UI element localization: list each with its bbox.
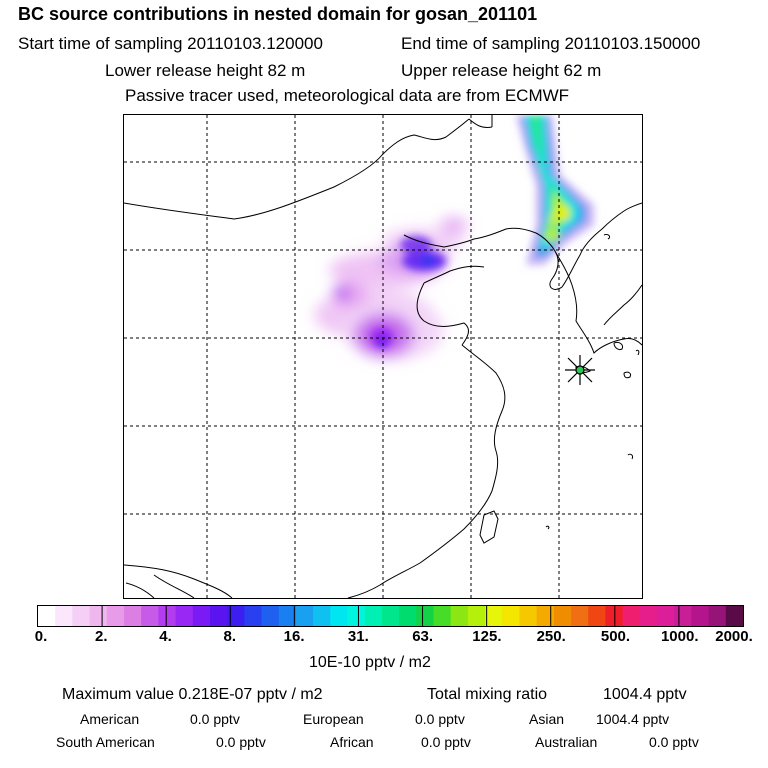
region-australian-name: Australian — [535, 734, 598, 750]
lower-release-label: Lower release height 82 m — [105, 61, 306, 80]
colorbar-tick-label: 8. — [223, 628, 237, 645]
colorbar-tick-label: 4. — [159, 628, 172, 645]
colorbar-segment — [416, 606, 434, 626]
colorbar-segment — [72, 606, 91, 626]
end-time-label: End time of sampling 20110103.150000 — [401, 34, 701, 53]
colorbar-segment — [141, 606, 159, 626]
colorbar-tick-label: 16. — [283, 628, 305, 645]
colorbar-tick-label: 0. — [34, 628, 48, 645]
colorbar-tick-label: 1000. — [660, 628, 699, 645]
colorbar-segment — [502, 606, 520, 626]
colorbar-segment — [399, 606, 417, 626]
colorbar — [37, 605, 744, 627]
colorbar-tick-label: 31. — [347, 628, 369, 645]
colorbar-segment — [330, 606, 349, 626]
colorbar-segment — [364, 606, 383, 626]
region-american-value: 0.0 pptv — [190, 711, 240, 727]
colorbar-segment — [123, 606, 142, 626]
region-asian-value: 1004.4 pptv — [596, 711, 670, 727]
start-time-label: Start time of sampling 20110103.120000 — [18, 34, 323, 53]
colorbar-segment — [106, 606, 125, 626]
colorbar-tick-label: 125. — [472, 628, 502, 645]
colorbar-segment — [244, 606, 263, 626]
region-asian-name: Asian — [529, 711, 565, 727]
upper-release-label: Upper release height 62 m — [401, 61, 602, 80]
receptor-marker — [565, 355, 595, 385]
region-african-name: African — [330, 734, 374, 750]
colorbar-tick-label: 2. — [95, 628, 108, 645]
colorbar-unit: 10E-10 pptv / m2 — [309, 654, 431, 671]
region-australian-value: 0.0 pptv — [649, 734, 699, 750]
tracer-note: Passive tracer used, meteorological data… — [125, 86, 570, 105]
colorbar-segment — [588, 606, 606, 626]
coastlines — [124, 115, 642, 598]
colorbar-segment — [227, 606, 245, 626]
colorbar-segment — [467, 606, 486, 626]
region-south-american-name: South American — [56, 734, 155, 750]
colorbar-segment — [347, 606, 366, 626]
colorbar-segment — [519, 606, 538, 626]
colorbar-tick-label: 63. — [412, 628, 434, 645]
colorbar-segment — [55, 606, 73, 626]
colorbar-segment — [38, 606, 56, 626]
total-mixing-label: Total mixing ratio — [427, 686, 548, 703]
colorbar-segment — [553, 606, 572, 626]
total-mixing-value: 1004.4 pptv — [603, 686, 687, 703]
colorbar-segment — [622, 606, 641, 626]
colorbar-segment — [295, 606, 314, 626]
plume-field-north-korea — [516, 115, 594, 265]
colorbar-segment — [175, 606, 194, 626]
colorbar-segment — [571, 606, 589, 626]
plume-field-west — [314, 217, 468, 360]
region-south-american-value: 0.0 pptv — [216, 734, 266, 750]
colorbar-segment — [381, 606, 400, 626]
colorbar-segment — [536, 606, 555, 626]
colorbar-segment — [605, 606, 624, 626]
region-european-value: 0.0 pptv — [415, 711, 465, 727]
map-canvas — [124, 115, 642, 598]
region-european-name: European — [303, 711, 364, 727]
colorbar-segment — [261, 606, 280, 626]
colorbar-segment — [313, 606, 331, 626]
colorbar-segment — [691, 606, 710, 626]
max-value: Maximum value 0.218E-07 pptv / m2 — [62, 686, 323, 703]
region-american-name: American — [80, 711, 140, 727]
colorbar-segment — [89, 606, 108, 626]
colorbar-tick-label: 2000. — [715, 628, 753, 645]
colorbar-canvas — [38, 606, 743, 626]
colorbar-segment — [192, 606, 211, 626]
region-african-value: 0.0 pptv — [421, 734, 471, 750]
colorbar-tick-label: 250. — [536, 628, 566, 645]
colorbar-segment — [639, 606, 658, 626]
colorbar-segment — [674, 606, 692, 626]
colorbar-segment — [158, 606, 177, 626]
colorbar-segment — [433, 606, 452, 626]
source-contribution-map — [123, 114, 643, 599]
colorbar-segment — [725, 606, 743, 626]
lat-lon-grid — [124, 115, 642, 598]
colorbar-segment — [708, 606, 727, 626]
colorbar-segment — [450, 606, 469, 626]
colorbar-segment — [278, 606, 297, 626]
page-title: BC source contributions in nested domain… — [18, 4, 538, 24]
colorbar-segment — [209, 606, 228, 626]
colorbar-segment — [657, 606, 675, 626]
colorbar-tick-label: 500. — [600, 628, 631, 645]
colorbar-segment — [485, 606, 503, 626]
